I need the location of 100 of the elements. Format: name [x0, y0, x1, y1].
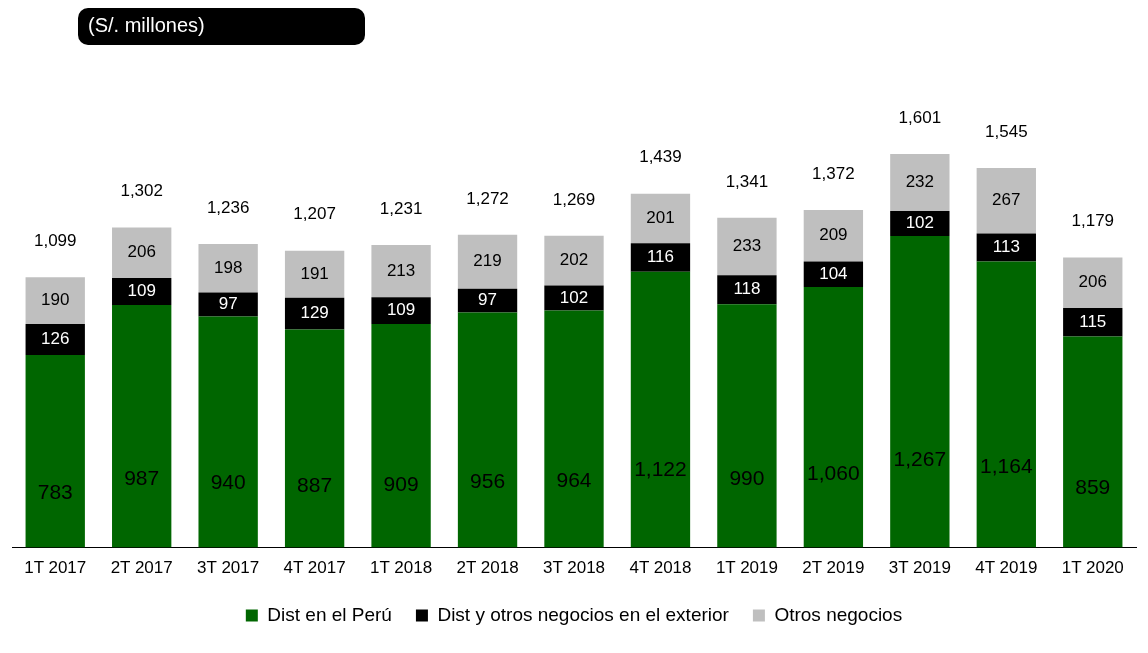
- bar: [544, 310, 604, 548]
- bar: [198, 243, 258, 293]
- chart-title: (S/. millones): [78, 8, 365, 45]
- x-tick-label: 2T 2019: [802, 558, 865, 578]
- bar: [717, 217, 777, 276]
- bar: [457, 312, 518, 548]
- bar: [457, 288, 518, 313]
- bar: [976, 167, 1036, 234]
- bar: [284, 250, 345, 298]
- bar: [1063, 257, 1123, 309]
- total-label: 1,269: [552, 189, 596, 209]
- bar: [544, 235, 604, 286]
- data-label: 104: [819, 263, 848, 283]
- total-label: 1,341: [725, 171, 769, 191]
- data-label: 115: [1079, 311, 1107, 331]
- data-label: 118: [733, 279, 761, 299]
- data-label: 909: [383, 471, 419, 495]
- x-tick-label: 4T 2017: [283, 558, 346, 578]
- x-tick-label: 4T 2019: [975, 558, 1038, 578]
- x-tick-label: 1T 2020: [1061, 558, 1124, 578]
- bar: [371, 297, 431, 325]
- data-label: 102: [559, 287, 589, 307]
- data-label: 191: [300, 263, 329, 283]
- data-label: 987: [124, 466, 160, 490]
- total-label: 1,099: [33, 231, 77, 251]
- bar: [1063, 336, 1123, 548]
- data-label: 1,122: [634, 457, 687, 481]
- bar: [717, 275, 777, 305]
- bar: [544, 285, 604, 311]
- bar: [371, 324, 431, 548]
- data-label: 102: [905, 213, 935, 233]
- bar: [457, 234, 518, 289]
- data-label: 113: [992, 237, 1020, 257]
- data-label: 126: [41, 329, 70, 349]
- bar: [803, 210, 864, 262]
- bar: [112, 227, 172, 279]
- data-label: 964: [556, 468, 592, 492]
- data-label: 859: [1075, 475, 1111, 499]
- data-label: 97: [478, 290, 497, 310]
- total-label: 1,231: [379, 198, 423, 218]
- total-label: 1,372: [812, 163, 855, 183]
- total-label: 1,601: [898, 107, 942, 127]
- data-label: 97: [218, 294, 238, 314]
- bar: [630, 271, 691, 548]
- total-label: 1,545: [985, 121, 1028, 141]
- data-label: 233: [732, 236, 762, 256]
- total-label: 1,272: [466, 188, 509, 208]
- data-label: 201: [646, 208, 675, 228]
- total-label: 1,236: [206, 197, 250, 217]
- x-tick-label: 3T 2019: [888, 558, 951, 578]
- bar: [284, 329, 345, 548]
- bar: [803, 286, 864, 548]
- total-label: 1,302: [120, 181, 163, 201]
- x-tick-label: 2T 2017: [110, 558, 173, 578]
- bar: [630, 243, 691, 272]
- data-label: 1,060: [807, 461, 860, 485]
- data-label: 232: [905, 172, 935, 192]
- data-label: 1,267: [893, 447, 947, 471]
- x-tick-label: 4T 2018: [629, 558, 692, 578]
- x-tick-label: 3T 2017: [197, 558, 260, 578]
- data-label: 209: [819, 225, 848, 245]
- data-label: 202: [559, 250, 589, 270]
- data-label: 267: [992, 190, 1021, 210]
- bar: [630, 193, 691, 244]
- bar: [371, 244, 431, 298]
- x-tick-label: 1T 2017: [24, 558, 87, 578]
- bar: [198, 316, 258, 548]
- data-label: 213: [386, 260, 416, 280]
- bar: [717, 304, 777, 548]
- x-tick-label: 1T 2018: [370, 558, 433, 578]
- data-label: 887: [297, 473, 333, 497]
- data-label: 109: [127, 281, 156, 301]
- bar: [976, 261, 1036, 548]
- legend-label: Otros negocios: [774, 603, 903, 625]
- data-label: 219: [473, 251, 502, 271]
- data-label: 116: [646, 247, 675, 267]
- x-tick-label: 3T 2018: [542, 558, 606, 578]
- data-label: 206: [1078, 272, 1107, 292]
- data-label: 990: [729, 466, 765, 490]
- data-label: 129: [300, 303, 329, 323]
- total-label: 1,179: [1071, 211, 1115, 231]
- data-label: 109: [386, 300, 416, 320]
- x-tick-label: 1T 2019: [715, 558, 778, 578]
- total-label: 1,439: [639, 147, 682, 167]
- legend-label: Dist y otros negocios en el exterior: [437, 603, 730, 625]
- data-label: 956: [470, 468, 506, 492]
- x-tick-label: 2T 2018: [456, 558, 519, 578]
- bar: [890, 236, 950, 548]
- total-label: 1,207: [293, 204, 336, 224]
- bar: [112, 304, 172, 548]
- data-label: 783: [37, 480, 73, 504]
- bar: [25, 324, 85, 356]
- data-label: 206: [127, 242, 156, 262]
- legend-label: Dist en el Perú: [267, 603, 392, 625]
- data-label: 190: [41, 290, 70, 310]
- bar: [25, 355, 85, 548]
- bar: [890, 153, 950, 211]
- bar: [25, 277, 85, 325]
- data-label: 1,164: [980, 454, 1033, 478]
- data-label: 198: [213, 257, 243, 277]
